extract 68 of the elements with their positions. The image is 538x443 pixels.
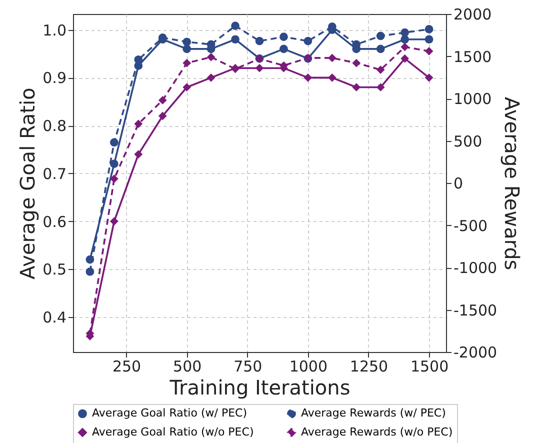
point (255, 64, 264, 72)
y-axis-title: Average Goal Ratio (16, 88, 40, 280)
point (134, 55, 143, 64)
point (328, 73, 336, 82)
y2-tick-label: 1000 (454, 90, 492, 108)
point (110, 160, 118, 168)
y2-tick-label: -2000 (454, 344, 498, 362)
point (376, 83, 385, 92)
point (134, 120, 143, 128)
point (424, 46, 434, 56)
x-tick-label: 750 (234, 358, 262, 376)
point (182, 44, 192, 54)
y-tick-label: 0.8 (42, 117, 66, 136)
point (86, 268, 94, 276)
legend-label: Average Goal Ratio (w/ PEC) (92, 406, 247, 420)
point (158, 112, 167, 120)
point (110, 174, 118, 183)
point (231, 22, 240, 30)
legend-label: Average Rewards (w/o PEC) (301, 426, 453, 438)
y-tick-label: 0.6 (42, 212, 66, 231)
x-tick-label: 1500 (410, 358, 449, 376)
y-tick-label: 0.5 (42, 260, 66, 279)
point (182, 58, 192, 68)
y2-tick-label: 0 (454, 174, 464, 192)
point (424, 73, 434, 82)
point (280, 32, 288, 41)
legend-label: Average Rewards (w/ PEC) (301, 406, 446, 420)
point (304, 73, 312, 82)
y-tick-label: 0.9 (42, 69, 66, 88)
point (182, 83, 192, 92)
point (231, 35, 240, 44)
point (352, 58, 361, 68)
point (328, 54, 336, 62)
y-tick-label: 0.7 (42, 164, 66, 183)
point (400, 54, 410, 63)
x-tick-label: 500 (173, 358, 202, 376)
point (304, 36, 312, 46)
x-tick-label: 1000 (289, 358, 328, 376)
point (400, 28, 410, 37)
point (376, 66, 385, 74)
point (206, 73, 216, 82)
y2-tick-label: -1500 (454, 301, 498, 320)
y-tick-label: 1.0 (42, 21, 66, 40)
x-axis-title: Training Iterations (168, 376, 350, 400)
point (158, 96, 167, 104)
point (376, 44, 385, 54)
x-tick-label: 1250 (350, 358, 388, 376)
point (110, 138, 118, 147)
point (352, 83, 361, 92)
legend-label: Average Goal Ratio (w/o PEC) (92, 426, 254, 438)
point (280, 44, 288, 54)
point (376, 32, 385, 40)
y2-tick-label: 500 (454, 132, 482, 150)
y2-tick-label: 2000 (454, 6, 492, 24)
point (400, 42, 410, 52)
x-tick-label: 250 (112, 358, 142, 376)
y2-tick-label: -500 (454, 216, 488, 235)
point (110, 217, 118, 226)
y-tick-label: 0.4 (42, 308, 66, 327)
point (134, 150, 143, 158)
point (182, 38, 192, 46)
y2-tick-label: 1500 (454, 48, 492, 66)
y2-axis-title: Average Rewards (500, 96, 524, 270)
point (424, 25, 434, 34)
point (255, 36, 264, 46)
point (206, 52, 216, 62)
y2-tick-label: -1000 (454, 259, 498, 277)
point (424, 35, 434, 44)
